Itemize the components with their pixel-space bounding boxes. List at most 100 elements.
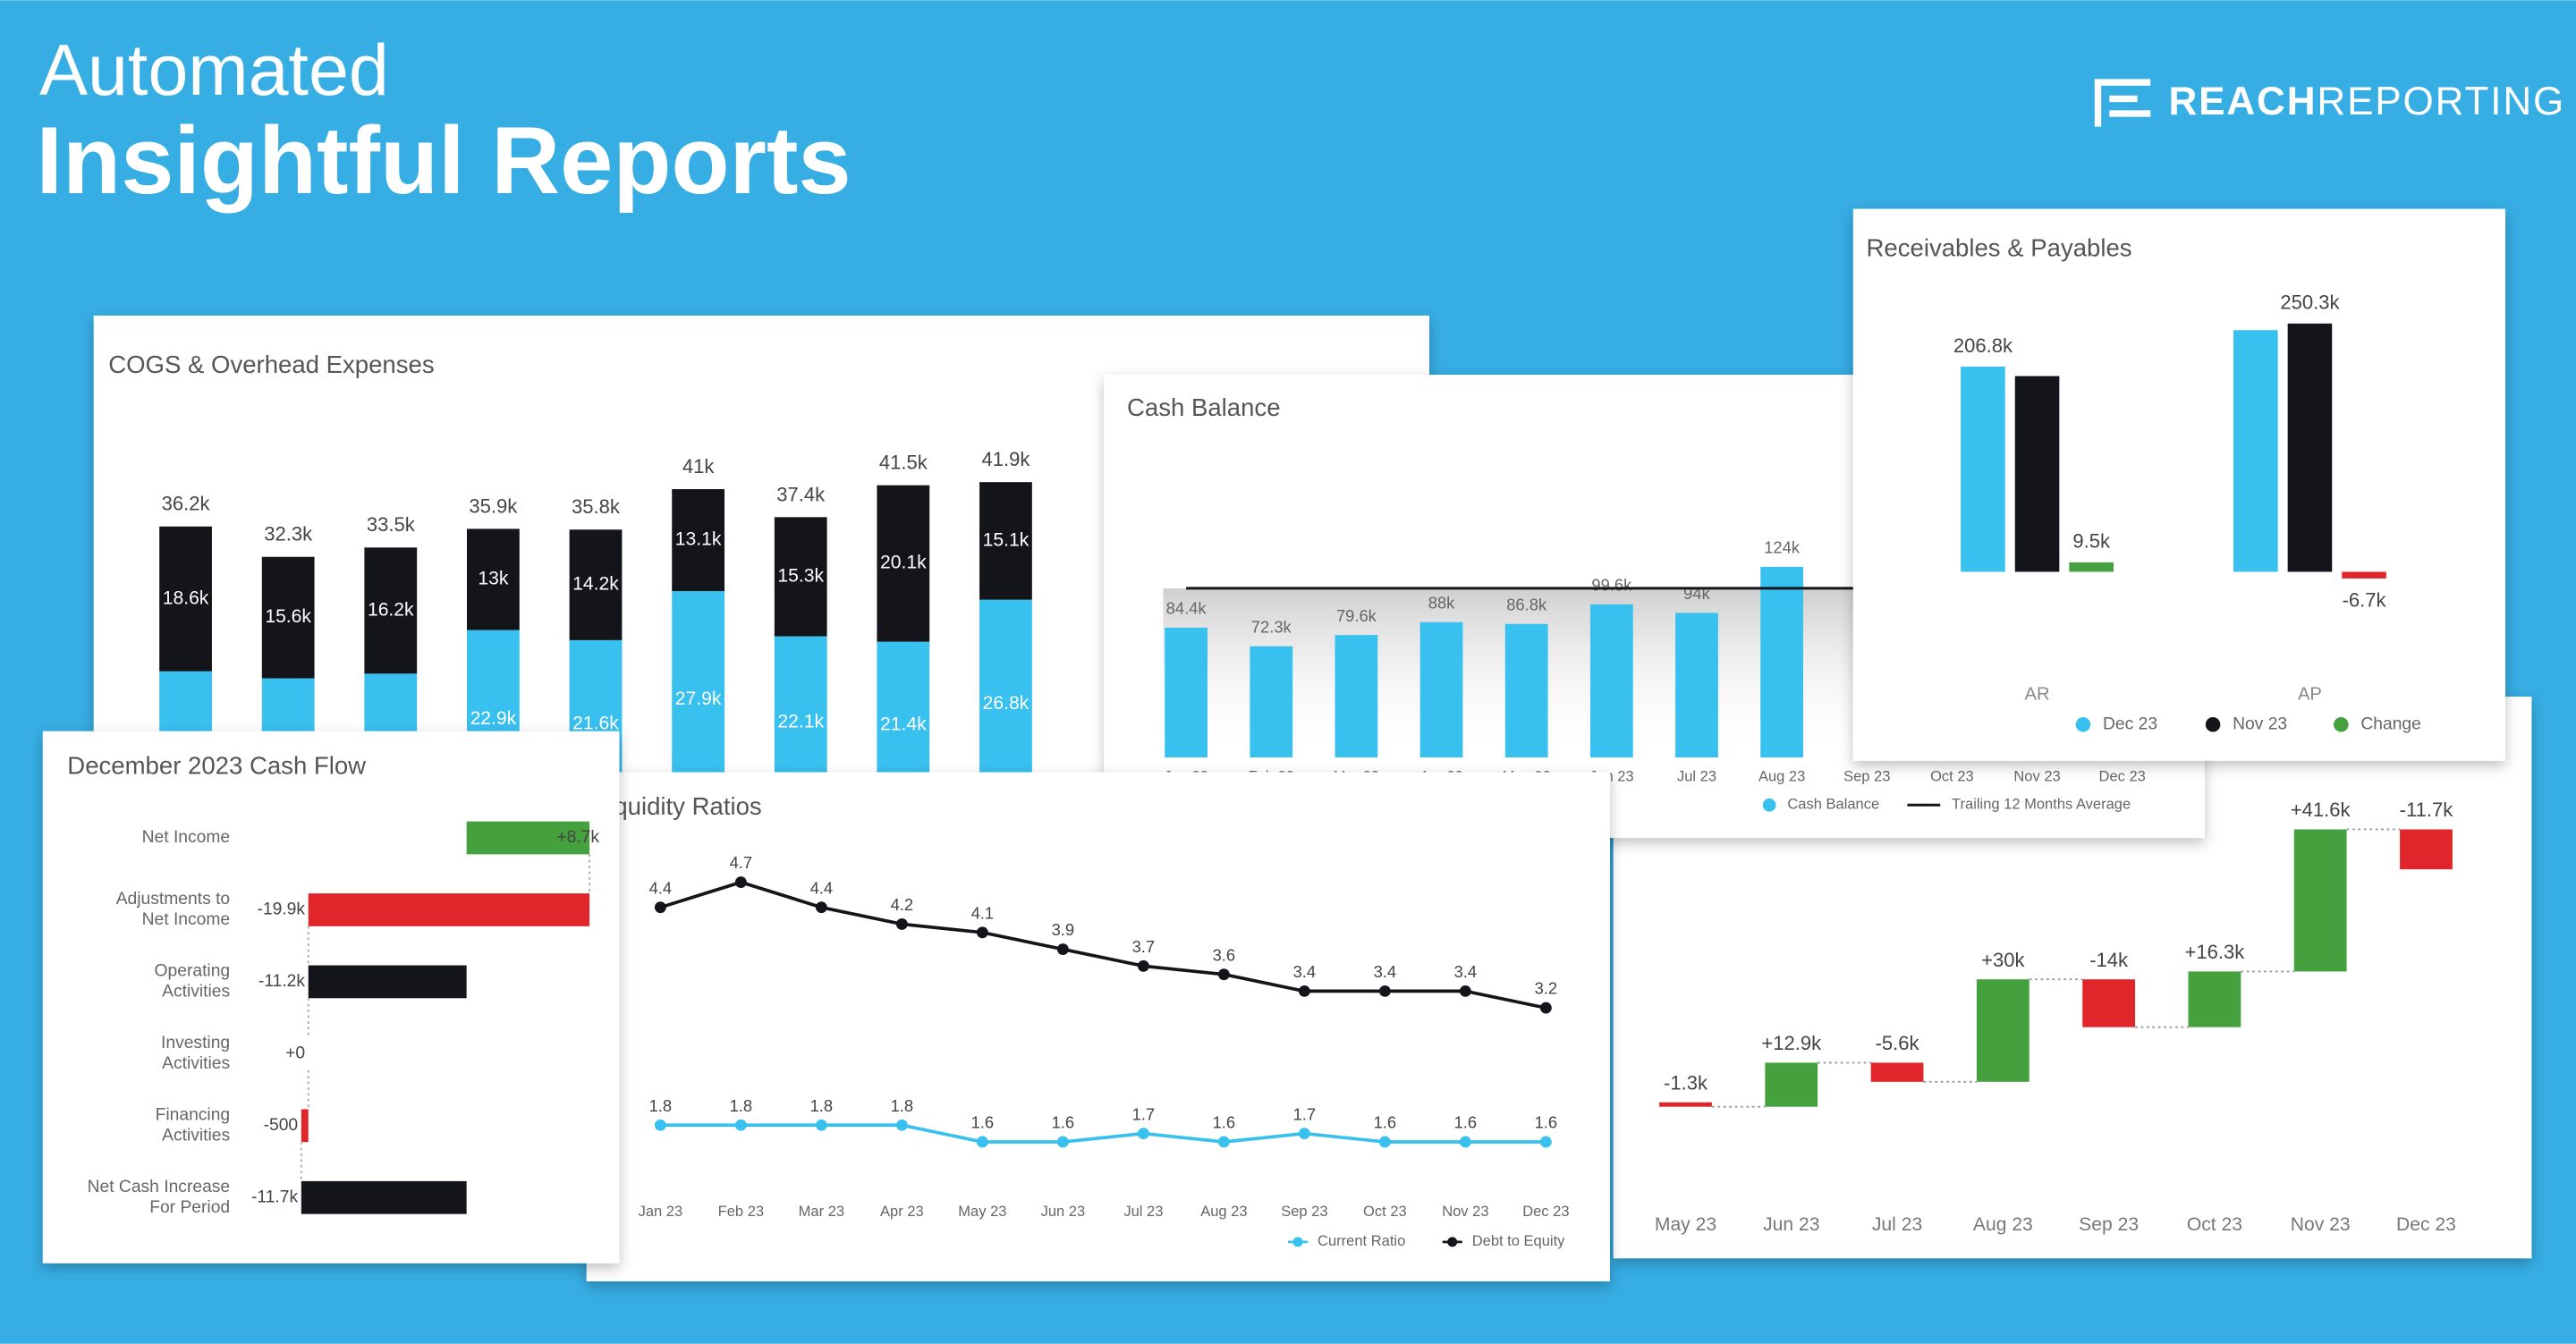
- x-tick-label: Sep 23: [1281, 1203, 1327, 1220]
- data-label: 21.6k: [572, 714, 619, 734]
- total-label: 41.9k: [981, 448, 1030, 470]
- y-tick-label: Net Income: [142, 828, 231, 847]
- point: [1217, 968, 1230, 981]
- point: [1056, 1136, 1069, 1148]
- data-label: -500: [264, 1116, 299, 1135]
- data-label: 15.1k: [983, 529, 1030, 550]
- total-label: 35.9k: [469, 494, 518, 517]
- bar: [1675, 613, 1718, 758]
- cash-flow-card: December 2023 Cash Flow +8.7k Net Income -…: [42, 731, 620, 1264]
- point: [654, 901, 666, 914]
- bar: [1419, 621, 1463, 758]
- data-label: 79.6k: [1336, 606, 1377, 625]
- data-label: 4.4: [649, 878, 673, 897]
- data-label: +0: [285, 1044, 305, 1062]
- x-tick-label: Oct 23: [1930, 767, 1974, 784]
- x-tick-label: Sep 23: [2079, 1214, 2139, 1235]
- y-tick-label: For Period: [149, 1198, 230, 1217]
- data-label: -6.7k: [2343, 588, 2387, 611]
- x-tick-label: AP: [2298, 685, 2322, 705]
- chart-title: Receivables & Payables: [1867, 234, 2132, 262]
- bar: [301, 1109, 309, 1143]
- x-tick-label: AR: [2025, 685, 2050, 705]
- x-tick-label: Dec 23: [1522, 1203, 1569, 1220]
- bar-segment: [877, 485, 930, 642]
- data-label: 1.8: [649, 1096, 673, 1115]
- bar-segment: [979, 482, 1032, 600]
- x-tick-label: Aug 23: [1758, 767, 1805, 784]
- point: [1056, 943, 1069, 955]
- data-label: 16.2k: [368, 599, 414, 620]
- bar: [1976, 979, 2029, 1082]
- point: [654, 1119, 666, 1131]
- data-label: 1.8: [810, 1096, 834, 1115]
- x-tick-label: Jun 23: [1763, 1214, 1819, 1235]
- data-label: 1.6: [1213, 1113, 1236, 1132]
- bar: [1760, 566, 1803, 758]
- chart-title: COGS & Overhead Expenses: [108, 351, 434, 378]
- total-label: 41.5k: [879, 452, 928, 474]
- data-label: 18.6k: [163, 587, 209, 608]
- series-line: [660, 1123, 1546, 1144]
- data-label: -11.7k: [2400, 799, 2454, 821]
- x-tick-label: May 23: [958, 1203, 1006, 1220]
- x-tick-label: Dec 23: [2099, 767, 2146, 784]
- data-label: 3.9: [1052, 920, 1075, 939]
- data-label: -11.2k: [258, 972, 305, 991]
- bar: [1659, 1102, 1712, 1107]
- x-tick-label: Sep 23: [1843, 767, 1890, 784]
- headline: Insightful Reports: [36, 107, 851, 214]
- x-tick-label: Nov 23: [1442, 1203, 1488, 1220]
- series-line: [659, 880, 1546, 1010]
- data-label: 250.3k: [2280, 292, 2340, 314]
- y-tick-label: Activities: [162, 982, 230, 1001]
- x-tick-label: Aug 23: [1973, 1214, 2033, 1235]
- logo-icon: [2094, 79, 2102, 127]
- data-label: 15.6k: [265, 606, 311, 627]
- data-label: 26.8k: [983, 693, 1030, 714]
- logo-icon: [2109, 95, 2138, 103]
- x-tick-label: Nov 23: [2291, 1214, 2351, 1235]
- data-label: 3.7: [1132, 937, 1156, 956]
- receivables-card: Receivables & Payables AR 206.8k 9.5k AP 250…: [1852, 208, 2506, 761]
- legend-marker: [1762, 798, 1776, 812]
- y-tick-label: Activities: [162, 1054, 230, 1073]
- data-label: 1.6: [1454, 1113, 1478, 1132]
- data-label: 3.4: [1293, 962, 1317, 981]
- data-label: 99.6k: [1591, 575, 1632, 594]
- total-label: 32.3k: [264, 523, 313, 545]
- total-label: 33.5k: [367, 513, 416, 536]
- point: [1539, 1136, 1552, 1148]
- data-label: 20.1k: [880, 553, 927, 573]
- data-label: -19.9k: [257, 900, 305, 919]
- point: [1298, 1128, 1310, 1140]
- data-label: 9.5k: [2072, 530, 2111, 553]
- point: [976, 926, 988, 939]
- legend-marker: [1447, 1237, 1458, 1247]
- data-label: 124k: [1764, 537, 1801, 556]
- point: [815, 901, 827, 914]
- legend-marker: [2334, 717, 2349, 732]
- legend-label: Current Ratio: [1318, 1232, 1405, 1249]
- data-label: 1.6: [1535, 1113, 1558, 1132]
- x-tick-label: Jul 23: [1677, 767, 1716, 784]
- point: [1459, 985, 1471, 997]
- x-tick-label: Oct 23: [2187, 1214, 2242, 1235]
- bar: [301, 1180, 467, 1214]
- point: [895, 1119, 908, 1131]
- data-label: 1.8: [730, 1096, 753, 1115]
- chart-title: Cash Balance: [1127, 393, 1281, 421]
- logo-icon: [2094, 79, 2151, 86]
- bar: [2188, 971, 2241, 1027]
- logo: REACHREPORTING: [2094, 79, 2563, 127]
- data-label: 27.9k: [675, 689, 722, 709]
- data-label: +12.9k: [1761, 1032, 1822, 1054]
- card: [1852, 208, 2506, 761]
- data-label: -11.7k: [251, 1188, 298, 1206]
- data-label: 3.6: [1213, 945, 1236, 964]
- data-label: 94k: [1683, 584, 1710, 603]
- bar: [2233, 330, 2278, 572]
- point: [1539, 1002, 1552, 1014]
- point: [815, 1119, 827, 1131]
- x-tick-label: Oct 23: [1363, 1203, 1407, 1220]
